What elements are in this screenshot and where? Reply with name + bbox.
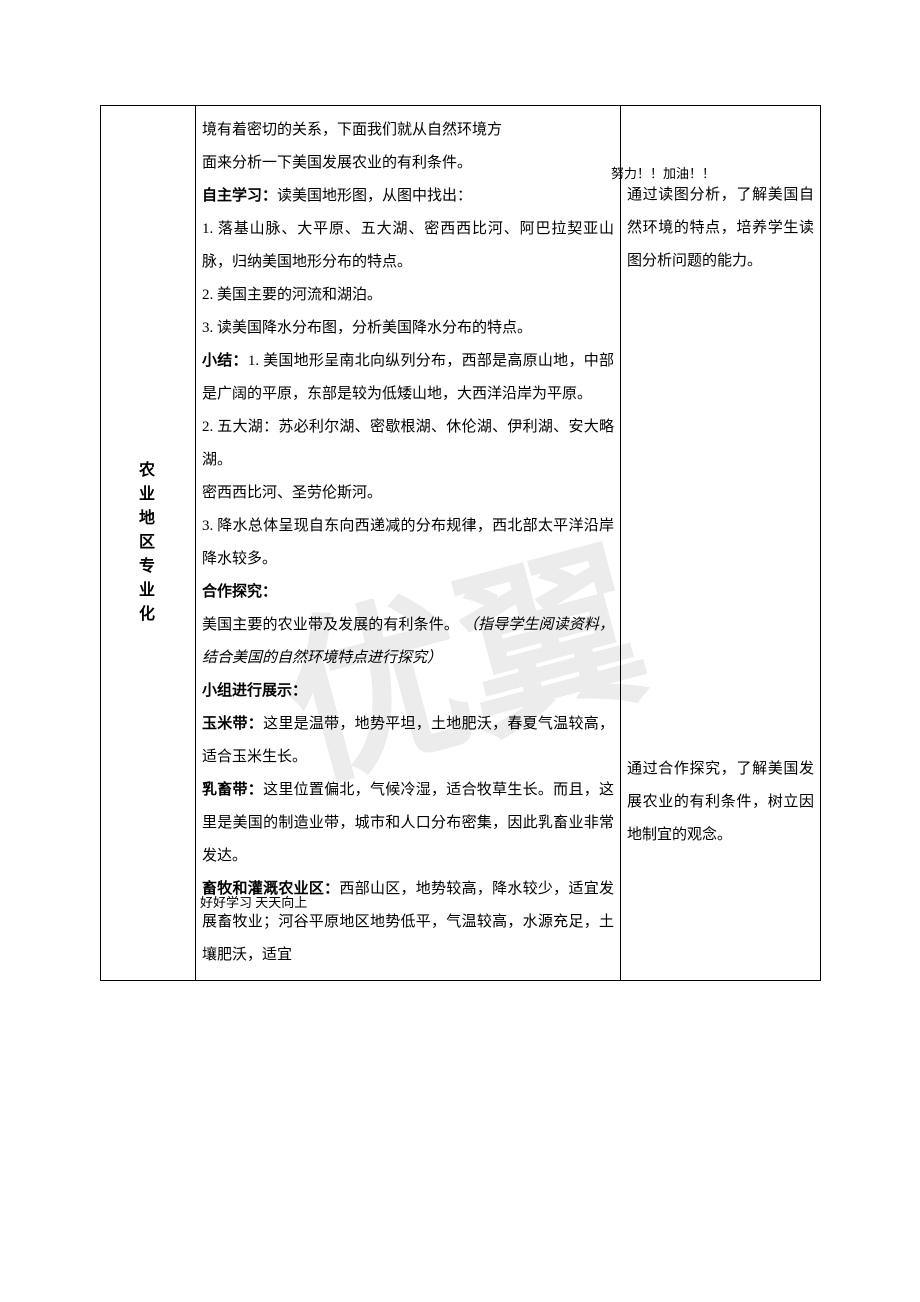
summary-line: 小结：1. 美国地形呈南北向纵列分布，西部是高原山地，中部是广阔的平原，东部是较… <box>202 345 614 411</box>
lesson-table: 农 业 地 区 专 业 化 境有着密切的关系，下面我们就从自然环境方 面来分析一… <box>100 105 821 981</box>
group-show-label: 小组进行展示： <box>202 675 614 708</box>
content-wrapper: 努力！！加油！！ 农 业 地 区 专 业 化 境有着密切的关系，下面我们就从自然… <box>100 105 820 981</box>
section-title-cell: 农 业 地 区 专 业 化 <box>101 106 196 981</box>
vertical-char: 区 <box>139 531 157 555</box>
page-header: 努力！！加油！！ <box>611 163 815 182</box>
dairy-belt-label: 乳畜带： <box>202 782 263 798</box>
intent-block-1: 通过读图分析，了解美国自然环境的特点，培养学生读图分析问题的能力。 <box>627 179 814 278</box>
group-show-bold: 小组进行展示： <box>202 683 307 699</box>
vertical-char: 化 <box>139 603 157 627</box>
grazing-belt-line: 畜牧和灌溉农业区：西部山区，地势较高，降水较少，适宜发展畜牧业；河谷平原地区地势… <box>202 873 614 972</box>
dairy-belt-text: 这里位置偏北，气候冷湿，适合牧草生长。而且，这里是美国的制造业带，城市和人口分布… <box>202 782 614 864</box>
intent-block-2: 通过合作探究，了解美国发展农业的有利条件，树立因地制宜的观念。 <box>627 753 814 852</box>
corn-belt-text: 这里是温带，地势平坦，土地肥沃，春夏气温较高，适合玉米生长。 <box>202 716 614 765</box>
corn-belt-line: 玉米带：这里是温带，地势平坦，土地肥沃，春夏气温较高，适合玉米生长。 <box>202 708 614 774</box>
corn-belt-label: 玉米带： <box>202 716 263 732</box>
coop-text-1: 美国主要的农业带及发展的有利条件。 <box>202 617 459 633</box>
summary-2: 2. 五大湖：苏必利尔湖、密歇根湖、休伦湖、伊利湖、安大略湖。 <box>202 411 614 477</box>
vertical-char: 业 <box>139 483 157 507</box>
self-study-text: 读美国地形图，从图中找出： <box>277 188 472 204</box>
item-2: 2. 美国主要的河流和湖泊。 <box>202 279 614 312</box>
coop-text-line: 美国主要的农业带及发展的有利条件。 （指导学生阅读资料，结合美国的自然环境特点进… <box>202 609 614 675</box>
self-study-line: 自主学习：读美国地形图，从图中找出： <box>202 180 614 213</box>
vertical-char: 农 <box>139 459 157 483</box>
intro-line-1: 境有着密切的关系，下面我们就从自然环境方 <box>202 114 614 147</box>
intro-line-2: 面来分析一下美国发展农业的有利条件。 <box>202 147 614 180</box>
summary-3: 密西西比河、圣劳伦斯河。 <box>202 477 614 510</box>
summary-label: 小结： <box>202 353 248 369</box>
coop-label: 合作探究： <box>202 584 277 600</box>
self-study-label: 自主学习： <box>202 188 277 204</box>
coop-label-line: 合作探究： <box>202 576 614 609</box>
page-footer: 好好学习 天天向上 <box>200 892 307 911</box>
summary-1: 1. 美国地形呈南北向纵列分布，西部是高原山地，中部是广阔的平原，东部是较为低矮… <box>202 353 614 402</box>
item-3: 3. 读美国降水分布图，分析美国降水分布的特点。 <box>202 312 614 345</box>
design-intent-cell: 通过读图分析，了解美国自然环境的特点，培养学生读图分析问题的能力。 通过合作探究… <box>621 106 821 981</box>
page-container: 优翼 努力！！加油！！ 农 业 地 区 专 业 化 境有着密切的关系，下 <box>0 0 920 1302</box>
section-title-vertical: 农 业 地 区 专 业 化 <box>107 459 189 627</box>
summary-4: 3. 降水总体呈现自东向西递减的分布规律，西北部太平洋沿岸降水较多。 <box>202 510 614 576</box>
teaching-content-cell: 境有着密切的关系，下面我们就从自然环境方 面来分析一下美国发展农业的有利条件。 … <box>196 106 621 981</box>
item-1: 1. 落基山脉、大平原、五大湖、密西西比河、阿巴拉契亚山脉，归纳美国地形分布的特… <box>202 213 614 279</box>
table-row: 农 业 地 区 专 业 化 境有着密切的关系，下面我们就从自然环境方 面来分析一… <box>101 106 821 981</box>
dairy-belt-line: 乳畜带：这里位置偏北，气候冷湿，适合牧草生长。而且，这里是美国的制造业带，城市和… <box>202 774 614 873</box>
vertical-char: 业 <box>139 579 157 603</box>
vertical-char: 专 <box>139 555 157 579</box>
vertical-char: 地 <box>139 507 157 531</box>
